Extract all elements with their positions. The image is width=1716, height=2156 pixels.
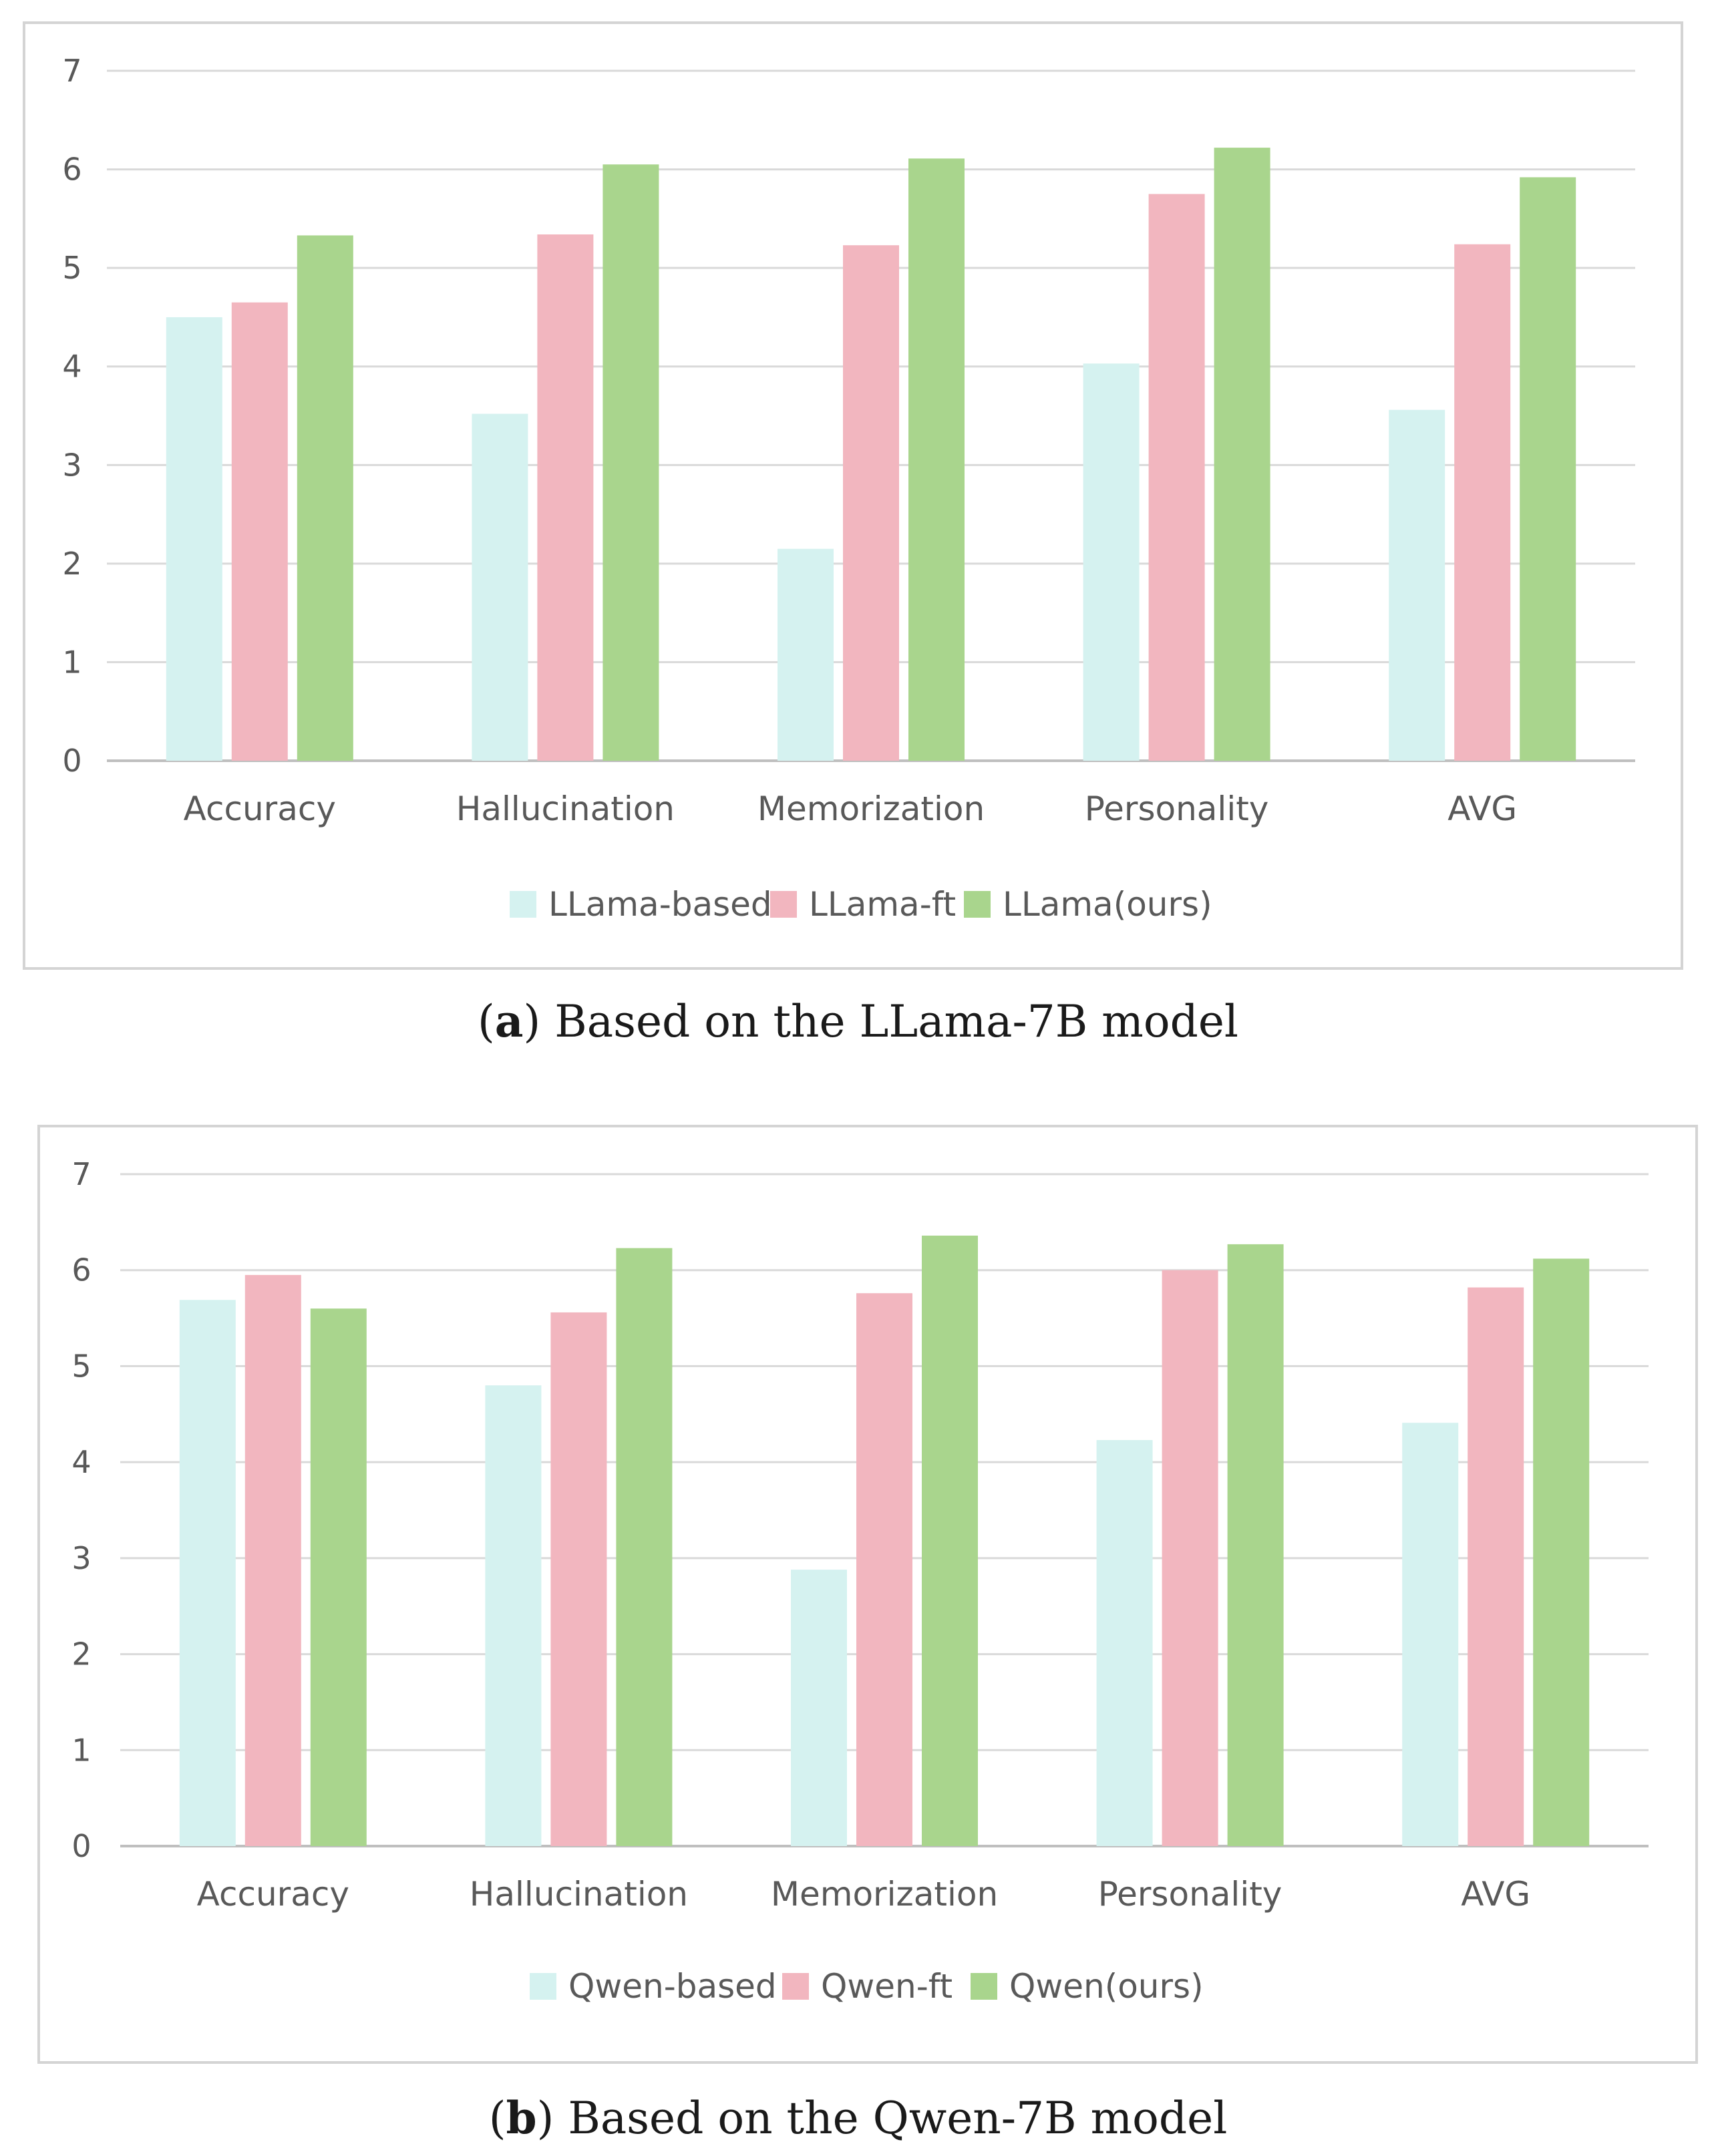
legend-swatch — [971, 1973, 997, 2000]
bar-qwen-ours-hallucination — [616, 1248, 673, 1846]
x-tick-label: Memorization — [757, 789, 985, 828]
bar-llama-based-personality — [1083, 363, 1140, 761]
x-tick-label: Personality — [1098, 1875, 1282, 1914]
bar-qwen-ft-accuracy — [244, 1274, 301, 1846]
bar-qwen-ft-hallucination — [550, 1312, 607, 1846]
y-tick-label: 6 — [62, 152, 81, 188]
bar-qwen-based-hallucination — [485, 1385, 542, 1846]
x-tick-label: Accuracy — [184, 789, 336, 828]
bar-qwen-ours-avg — [1533, 1258, 1590, 1846]
bar-llama-ours-memorization — [908, 158, 965, 761]
bar-llama-ft-personality — [1148, 194, 1205, 761]
x-tick-label: Hallucination — [470, 1875, 688, 1914]
x-tick-label: Memorization — [771, 1875, 998, 1914]
y-tick-label: 1 — [71, 1732, 91, 1768]
chart-panel-qwen: 0 1 2 3 4 5 6 7 Accuracy Hallucination Memorizatio… — [37, 1125, 1698, 2064]
x-tick-label: Accuracy — [197, 1875, 349, 1914]
y-tick-label: 6 — [71, 1252, 91, 1288]
x-tick-label: AVG — [1447, 789, 1517, 828]
y-tick-label: 2 — [62, 546, 81, 582]
legend-swatch — [964, 891, 991, 918]
chart-panel-llama: 0 1 2 3 4 5 6 7 Accuracy Hallucination Memorizatio… — [23, 21, 1683, 970]
bar-qwen-based-memorization — [791, 1570, 847, 1846]
legend-swatch — [530, 1973, 556, 2000]
bar-qwen-based-accuracy — [179, 1300, 236, 1846]
bar-llama-ours-accuracy — [297, 235, 353, 761]
bar-llama-ours-hallucination — [603, 164, 659, 761]
legend-swatch — [510, 891, 536, 918]
bar-qwen-ft-memorization — [856, 1293, 912, 1846]
bar-qwen-ours-personality — [1227, 1244, 1284, 1846]
x-tick-label: Hallucination — [456, 789, 675, 828]
bar-llama-ours-personality — [1214, 148, 1270, 761]
bar-llama-based-avg — [1389, 409, 1445, 761]
bar-llama-ft-accuracy — [231, 302, 288, 761]
bar-qwen-ft-personality — [1162, 1270, 1218, 1846]
legend-label: Qwen-based — [568, 1967, 777, 2006]
caption-text: Based on the Qwen-7B model — [568, 2093, 1228, 2144]
caption-label: b — [506, 2092, 537, 2144]
caption-text: Based on the LLama-7B model — [554, 996, 1238, 1047]
y-tick-label: 5 — [71, 1348, 91, 1384]
bar-chart-llama: 0 1 2 3 4 5 6 7 Accuracy Hallucination Memorizatio… — [62, 53, 1635, 924]
y-tick-label: 3 — [62, 447, 81, 483]
bar-llama-ft-avg — [1454, 244, 1511, 761]
y-tick-label: 7 — [62, 53, 81, 89]
bar-llama-based-memorization — [778, 548, 834, 761]
x-tick-label: AVG — [1461, 1875, 1530, 1914]
legend-label: LLama-based — [548, 885, 772, 924]
bar-qwen-ours-accuracy — [310, 1308, 367, 1846]
legend-label: Qwen-ft — [821, 1967, 953, 2006]
y-tick-label: 4 — [71, 1444, 91, 1480]
bar-qwen-ours-memorization — [922, 1235, 978, 1846]
caption-label: a — [494, 995, 524, 1047]
legend-swatch — [770, 891, 797, 918]
bar-llama-ft-hallucination — [537, 234, 594, 761]
bar-llama-based-accuracy — [166, 317, 222, 761]
bar-chart-qwen: 0 1 2 3 4 5 6 7 Accuracy Hallucination Memorizatio… — [71, 1156, 1649, 2006]
y-tick-label: 5 — [62, 250, 81, 286]
bar-llama-ours-avg — [1520, 177, 1576, 761]
legend-label: Qwen(ours) — [1009, 1967, 1204, 2006]
x-tick-label: Personality — [1085, 789, 1269, 828]
y-tick-label: 2 — [71, 1636, 91, 1672]
bar-qwen-based-personality — [1096, 1440, 1153, 1846]
y-tick-label: 0 — [71, 1828, 91, 1864]
bar-qwen-based-avg — [1402, 1423, 1459, 1846]
legend-swatch — [782, 1973, 809, 2000]
caption-qwen: (b) Based on the Qwen-7B model — [488, 2092, 1228, 2144]
legend-label: LLama-ft — [809, 885, 956, 924]
bar-llama-ft-memorization — [843, 245, 899, 761]
legend-label: LLama(ours) — [1003, 885, 1212, 924]
bar-llama-based-hallucination — [472, 413, 528, 761]
caption-llama: (a) Based on the LLama-7B model — [478, 995, 1238, 1047]
y-tick-label: 0 — [62, 743, 81, 779]
y-tick-label: 4 — [62, 349, 81, 385]
y-tick-label: 3 — [71, 1540, 91, 1576]
y-tick-label: 1 — [62, 644, 81, 680]
y-tick-label: 7 — [71, 1156, 91, 1192]
bar-qwen-ft-avg — [1468, 1287, 1524, 1846]
